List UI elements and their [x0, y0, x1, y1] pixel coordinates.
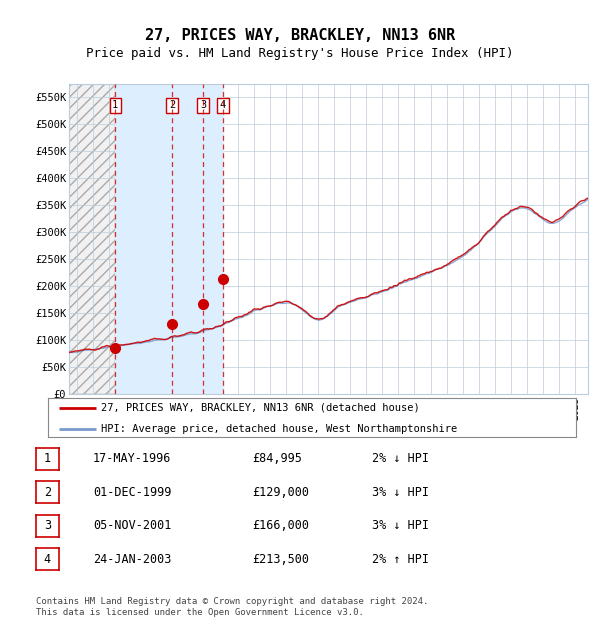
- Text: £84,995: £84,995: [252, 453, 302, 465]
- Text: 3% ↓ HPI: 3% ↓ HPI: [372, 520, 429, 532]
- Text: 3% ↓ HPI: 3% ↓ HPI: [372, 486, 429, 498]
- Text: 1: 1: [112, 100, 118, 110]
- Text: £213,500: £213,500: [252, 553, 309, 565]
- Text: 4: 4: [220, 100, 226, 110]
- Text: 2% ↑ HPI: 2% ↑ HPI: [372, 553, 429, 565]
- Bar: [69, 84, 115, 394]
- Text: 1: 1: [44, 453, 51, 465]
- Text: £166,000: £166,000: [252, 520, 309, 532]
- Text: Contains HM Land Registry data © Crown copyright and database right 2024.
This d: Contains HM Land Registry data © Crown c…: [36, 598, 428, 617]
- Text: 4: 4: [44, 553, 51, 565]
- Text: £129,000: £129,000: [252, 486, 309, 498]
- Text: 2: 2: [169, 100, 175, 110]
- Bar: [69, 84, 115, 394]
- Text: 3: 3: [44, 520, 51, 532]
- Text: 01-DEC-1999: 01-DEC-1999: [93, 486, 172, 498]
- Text: HPI: Average price, detached house, West Northamptonshire: HPI: Average price, detached house, West…: [101, 423, 457, 433]
- Text: 2% ↓ HPI: 2% ↓ HPI: [372, 453, 429, 465]
- Text: 27, PRICES WAY, BRACKLEY, NN13 6NR (detached house): 27, PRICES WAY, BRACKLEY, NN13 6NR (deta…: [101, 403, 419, 413]
- Bar: [115, 84, 223, 394]
- Text: 27, PRICES WAY, BRACKLEY, NN13 6NR: 27, PRICES WAY, BRACKLEY, NN13 6NR: [145, 28, 455, 43]
- Text: 05-NOV-2001: 05-NOV-2001: [93, 520, 172, 532]
- Text: Price paid vs. HM Land Registry's House Price Index (HPI): Price paid vs. HM Land Registry's House …: [86, 46, 514, 60]
- Text: 2: 2: [44, 486, 51, 498]
- Text: 17-MAY-1996: 17-MAY-1996: [93, 453, 172, 465]
- Text: 24-JAN-2003: 24-JAN-2003: [93, 553, 172, 565]
- Text: 3: 3: [200, 100, 206, 110]
